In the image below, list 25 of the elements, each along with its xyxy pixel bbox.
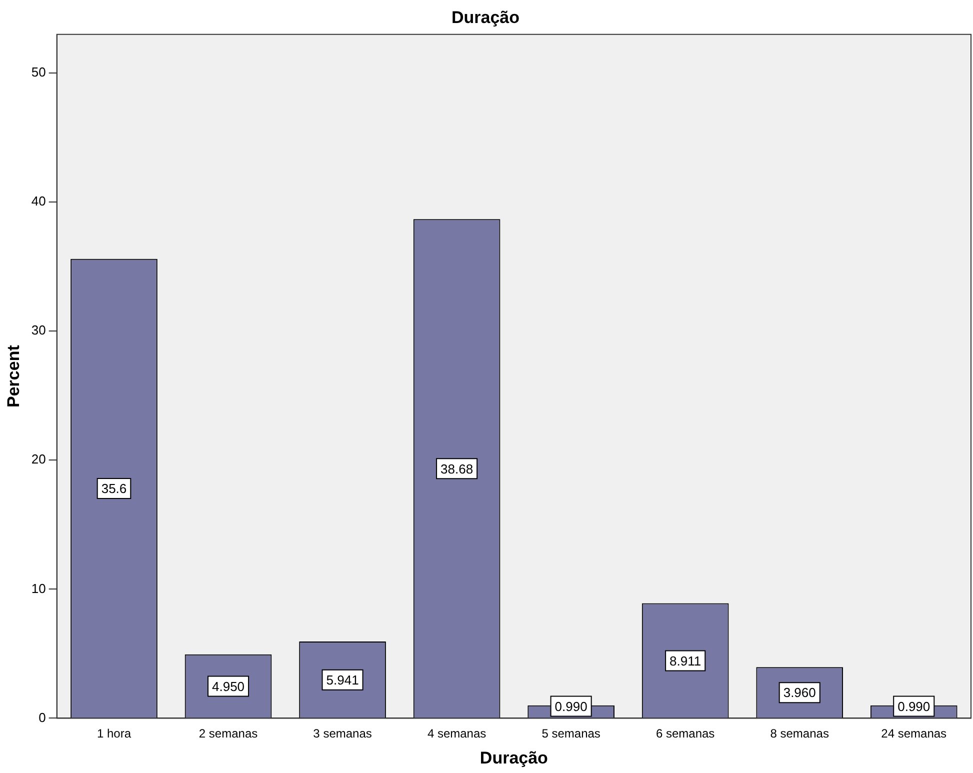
- data-label: 35.6: [101, 481, 127, 496]
- data-label: 4.950: [212, 678, 245, 694]
- x-tick-label: 2 semanas: [198, 726, 258, 741]
- y-axis-title: Percent: [4, 344, 23, 408]
- y-tick-label: 30: [31, 322, 46, 338]
- y-tick-label: 20: [31, 452, 46, 467]
- x-axis-title: Duração: [480, 748, 548, 768]
- data-label: 38.68: [440, 461, 474, 476]
- y-tick-label: 0: [38, 710, 46, 725]
- data-label: 5.941: [326, 672, 359, 688]
- x-tick-label: 1 hora: [96, 726, 132, 741]
- y-tick-label: 40: [31, 194, 46, 209]
- x-tick-label: 6 semanas: [656, 726, 715, 741]
- data-label: 3.960: [783, 685, 816, 700]
- x-tick-label: 4 semanas: [427, 726, 486, 741]
- x-tick-label: 3 semanas: [313, 726, 372, 741]
- data-label: 8.911: [670, 653, 702, 668]
- chart-title: Duração: [451, 8, 520, 27]
- data-label: 0.990: [898, 698, 930, 714]
- x-tick-label: 8 semanas: [770, 726, 829, 741]
- data-label: 0.990: [554, 698, 588, 714]
- y-tick-label: 50: [31, 64, 46, 80]
- x-tick-label: 24 semanas: [881, 726, 947, 741]
- y-tick-label: 10: [31, 580, 46, 596]
- x-tick-label: 5 semanas: [542, 726, 600, 741]
